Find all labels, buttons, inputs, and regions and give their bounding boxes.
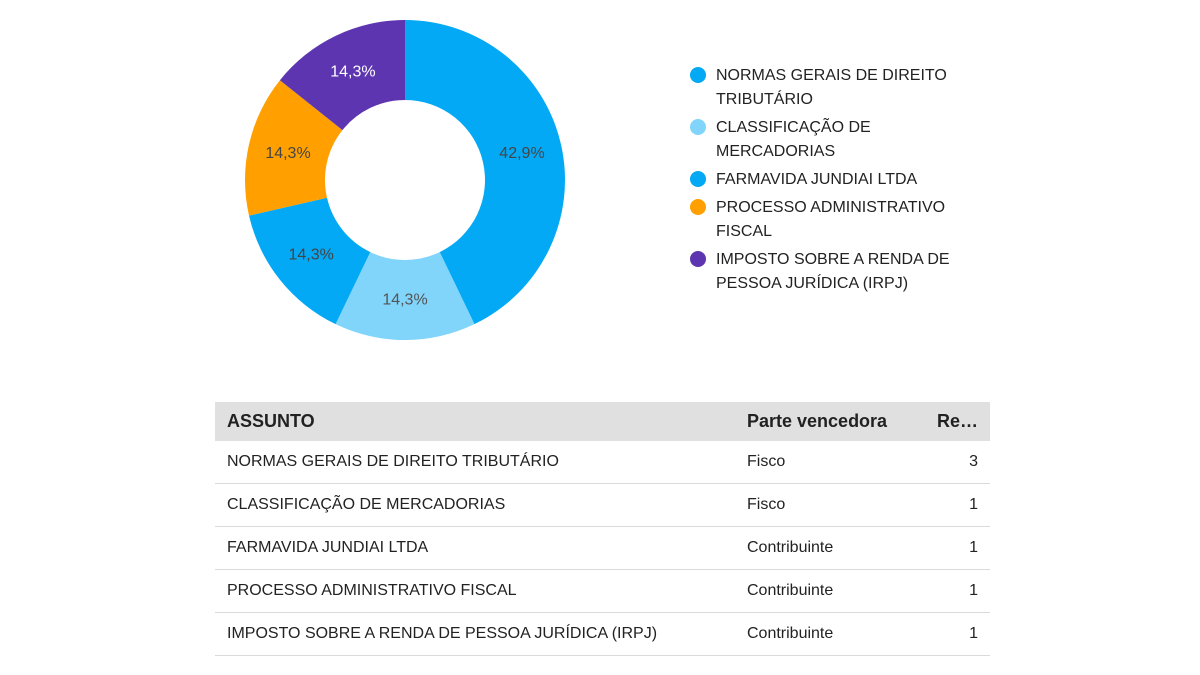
table-row[interactable]: IMPOSTO SOBRE A RENDA DE PESSOA JURÍDICA… xyxy=(215,612,990,656)
legend-item[interactable]: PROCESSO ADMINISTRATIVO FISCAL xyxy=(690,196,970,244)
legend-dot-icon xyxy=(690,171,706,187)
legend-label: IMPOSTO SOBRE A RENDA DE PESSOA JURÍDICA… xyxy=(716,251,950,292)
donut-slice[interactable] xyxy=(249,197,371,325)
donut-slice[interactable] xyxy=(245,80,343,216)
table-row[interactable]: CLASSIFICAÇÃO DE MERCADORIAS Fisco 1 xyxy=(215,483,990,527)
legend-label: FARMAVIDA JUNDIAI LTDA xyxy=(716,171,918,188)
legend-dot-icon xyxy=(690,251,706,267)
legend-item[interactable]: FARMAVIDA JUNDIAI LTDA xyxy=(690,168,970,192)
table-row[interactable]: PROCESSO ADMINISTRATIVO FISCAL Contribui… xyxy=(215,569,990,613)
table-row[interactable]: NORMAS GERAIS DE DIREITO TRIBUTÁRIO Fisc… xyxy=(215,441,990,484)
cell-assunto: FARMAVIDA JUNDIAI LTDA xyxy=(215,526,735,570)
legend-label: CLASSIFICAÇÃO DE MERCADORIAS xyxy=(716,119,871,160)
slice-percent-label: 14,3% xyxy=(288,246,333,263)
cell-count: 1 xyxy=(925,526,990,570)
cell-parte-vencedora: Contribuinte xyxy=(735,526,925,570)
cell-count: 1 xyxy=(925,569,990,613)
cell-parte-vencedora: Contribuinte xyxy=(735,569,925,613)
table-header-row: ASSUNTO Parte vencedora Re… xyxy=(215,402,990,441)
cell-assunto: IMPOSTO SOBRE A RENDA DE PESSOA JURÍDICA… xyxy=(215,612,735,656)
legend-dot-icon xyxy=(690,199,706,215)
cell-parte-vencedora: Fisco xyxy=(735,441,925,484)
legend-item[interactable]: NORMAS GERAIS DE DIREITO TRIBUTÁRIO xyxy=(690,64,970,112)
donut-slice[interactable] xyxy=(279,20,405,131)
legend-item[interactable]: CLASSIFICAÇÃO DE MERCADORIAS xyxy=(690,116,970,164)
cell-count: 1 xyxy=(925,483,990,527)
donut-chart: 42,9% 14,3% 14,3% 14,3% 14,3% xyxy=(245,20,565,340)
cell-assunto: NORMAS GERAIS DE DIREITO TRIBUTÁRIO xyxy=(215,441,735,484)
column-header-parte-vencedora[interactable]: Parte vencedora xyxy=(735,402,925,441)
slice-percent-label: 14,3% xyxy=(330,63,375,80)
chart-legend: NORMAS GERAIS DE DIREITO TRIBUTÁRIO CLAS… xyxy=(690,64,970,300)
table-row[interactable]: FARMAVIDA JUNDIAI LTDA Contribuinte 1 xyxy=(215,526,990,570)
slice-percent-label: 14,3% xyxy=(265,145,310,162)
legend-label: NORMAS GERAIS DE DIREITO TRIBUTÁRIO xyxy=(716,67,947,108)
legend-label: PROCESSO ADMINISTRATIVO FISCAL xyxy=(716,199,946,240)
donut-slice[interactable] xyxy=(335,252,475,340)
slice-percent-label: 42,9% xyxy=(499,145,544,162)
column-header-assunto[interactable]: ASSUNTO xyxy=(215,402,735,441)
cell-parte-vencedora: Fisco xyxy=(735,483,925,527)
cell-assunto: PROCESSO ADMINISTRATIVO FISCAL xyxy=(215,569,735,613)
legend-dot-icon xyxy=(690,119,706,135)
donut-slice[interactable] xyxy=(405,20,565,325)
legend-dot-icon xyxy=(690,67,706,83)
column-header-re[interactable]: Re… xyxy=(925,402,990,441)
data-table: ASSUNTO Parte vencedora Re… NORMAS GERAI… xyxy=(215,402,990,656)
cell-count: 3 xyxy=(925,441,990,484)
slice-percent-label: 14,3% xyxy=(382,292,427,309)
cell-assunto: CLASSIFICAÇÃO DE MERCADORIAS xyxy=(215,483,735,527)
cell-parte-vencedora: Contribuinte xyxy=(735,612,925,656)
legend-item[interactable]: IMPOSTO SOBRE A RENDA DE PESSOA JURÍDICA… xyxy=(690,248,970,296)
cell-count: 1 xyxy=(925,612,990,656)
